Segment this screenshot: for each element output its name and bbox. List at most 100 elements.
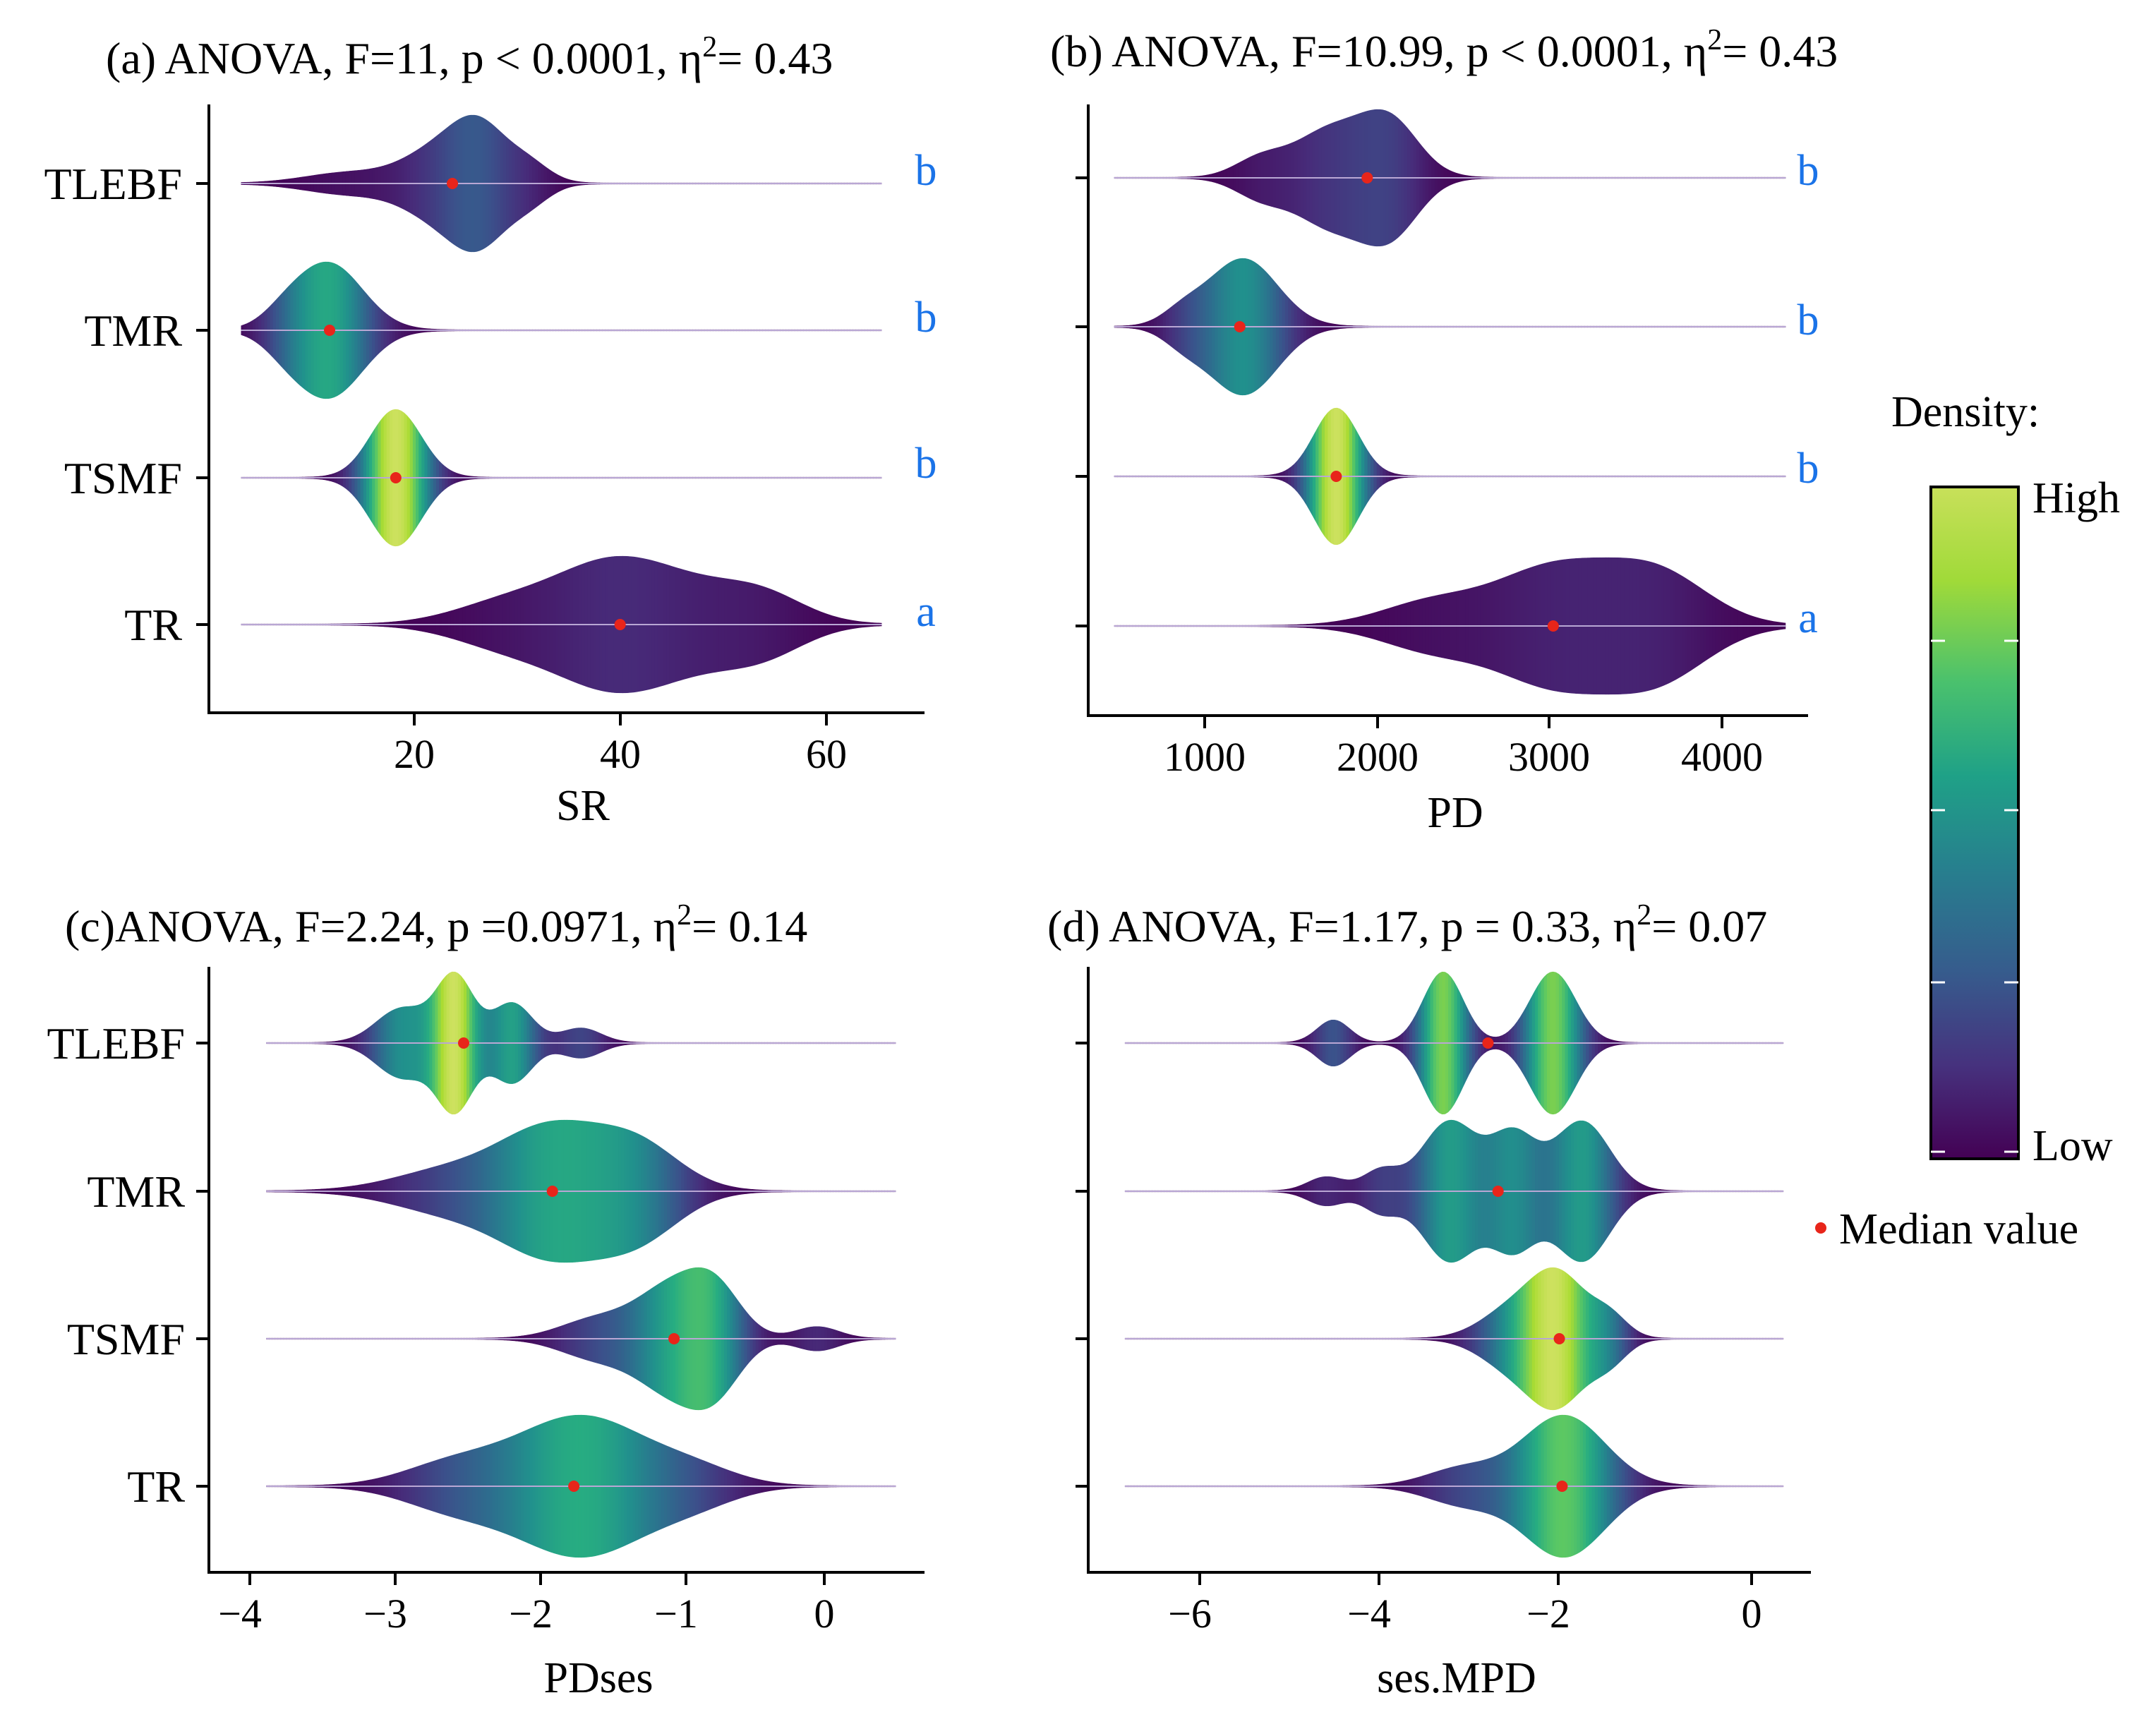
legend-median-label: Median value: [1839, 1205, 2078, 1253]
violin-tr: [239, 553, 884, 697]
panel-b-title: (b) ANOVA, F=10.99, p < 0.0001, η2= 0.43: [1050, 24, 1838, 76]
legend-title: Density:: [1891, 388, 2040, 436]
letter-tsmf: b: [915, 440, 937, 488]
violin-tsmf: [1123, 1264, 1785, 1414]
violin-tlebf: [239, 112, 884, 255]
panel-b-x-ticks: 1000 2000 3000 4000: [1164, 716, 1763, 780]
panel-d: (d) ANOVA, F=1.17, p = 0.33, η2= 0.07 −6…: [1047, 899, 1811, 1702]
violin-mask: [1112, 404, 1788, 548]
x-tick-label: −4: [218, 1591, 262, 1637]
x-tick-label: 60: [806, 731, 847, 777]
letter-tlebf: b: [915, 147, 937, 195]
violin-mask: [239, 406, 884, 550]
violin-mask: [1112, 554, 1788, 698]
median-point: [1330, 471, 1342, 482]
x-tick-label: 0: [814, 1591, 835, 1637]
median-point: [457, 1037, 469, 1049]
violin-tr: [1112, 554, 1788, 698]
violin-mask: [265, 1116, 898, 1266]
panel-b: (b) ANOVA, F=10.99, p < 0.0001, η2= 0.43…: [1050, 24, 1838, 837]
panel-d-violins: [1123, 968, 1785, 1561]
panel-c-title: (c)ANOVA, F=2.24, p =0.0971, η2= 0.14: [65, 899, 807, 951]
x-tick-label: −3: [363, 1591, 407, 1637]
violin-mask: [1112, 106, 1788, 250]
panel-c-y-ticks: [196, 1042, 209, 1488]
letter-tmr: b: [915, 294, 937, 342]
category-label-tmr: TMR: [87, 1167, 185, 1217]
median-point: [1482, 1037, 1494, 1049]
panel-a-x-ticks: 20 40 60: [394, 713, 847, 777]
violin-tr: [1123, 1411, 1785, 1561]
violin-tsmf: [239, 406, 884, 550]
legend-colorbar: [1929, 486, 2020, 1160]
median-point: [1553, 1333, 1565, 1344]
panel-c: (c)ANOVA, F=2.24, p =0.0971, η2= 0.14 TL…: [47, 899, 925, 1702]
density-legend: Density: High Low Median value: [1815, 388, 2120, 1253]
violin-mask: [1123, 968, 1785, 1118]
median-point: [568, 1481, 580, 1492]
letter-tr: a: [916, 588, 936, 636]
median-point: [546, 1186, 558, 1197]
violin-tsmf: [265, 1264, 898, 1414]
x-tick-label: 20: [394, 731, 435, 777]
panel-d-x-ticks: −6 −4 −2 0: [1168, 1572, 1762, 1637]
median-point: [668, 1333, 680, 1344]
median-point: [447, 178, 459, 189]
legend-low-label: Low: [2032, 1122, 2113, 1170]
legend-median-dot: [1815, 1222, 1826, 1234]
legend-high-label: High: [2032, 474, 2120, 522]
x-tick-label: −1: [654, 1591, 698, 1637]
median-point: [324, 325, 336, 336]
panel-c-x-ticks: −4 −3 −2 −1 0: [218, 1572, 835, 1637]
panel-a: (a) ANOVA, F=11, p < 0.0001, η2= 0.43 TL…: [44, 31, 937, 830]
letter-tmr: b: [1797, 296, 1819, 344]
x-tick-label: 2000: [1337, 734, 1419, 780]
x-tick-label: 1000: [1164, 734, 1246, 780]
x-tick-label: 0: [1742, 1591, 1762, 1637]
violin-mask: [239, 258, 884, 402]
violin-tmr: [1112, 255, 1788, 399]
panel-c-violins: [265, 968, 898, 1561]
panel-b-x-label: PD: [1427, 789, 1483, 837]
category-label-tlebf: TLEBF: [47, 1018, 185, 1068]
panel-b-y-ticks: [1076, 176, 1088, 627]
category-label-tsmf: TSMF: [67, 1314, 185, 1364]
x-tick-label: 40: [600, 731, 641, 777]
median-point: [1234, 321, 1246, 332]
violin-tlebf: [1112, 106, 1788, 250]
violin-mask: [265, 1411, 898, 1561]
panel-d-y-ticks: [1076, 1042, 1088, 1488]
category-label-tr: TR: [127, 1462, 185, 1512]
x-tick-label: 4000: [1681, 734, 1763, 780]
median-point: [1492, 1186, 1504, 1197]
category-label-tr: TR: [124, 600, 182, 650]
x-tick-label: −4: [1347, 1591, 1391, 1637]
letter-tsmf: b: [1797, 445, 1819, 493]
violin-tlebf: [265, 968, 898, 1118]
panel-c-x-label: PDses: [543, 1654, 653, 1702]
violin-tr: [265, 1411, 898, 1561]
violin-mask: [1123, 1116, 1785, 1266]
violin-tmr: [1123, 1116, 1785, 1266]
panel-a-y-ticks: [196, 182, 209, 626]
x-tick-label: −2: [509, 1591, 553, 1637]
panel-d-x-label: ses.MPD: [1377, 1654, 1536, 1702]
violin-mask: [265, 1264, 898, 1414]
panel-b-violins: [1112, 106, 1788, 698]
violin-tmr: [239, 258, 884, 402]
violin-tlebf: [1123, 968, 1785, 1118]
median-point: [614, 619, 626, 630]
violin-mask: [1123, 1411, 1785, 1561]
x-tick-label: −6: [1168, 1591, 1212, 1637]
violin-mask: [239, 112, 884, 255]
violin-mask: [1123, 1264, 1785, 1414]
panel-a-violins: [239, 112, 884, 697]
panel-d-title: (d) ANOVA, F=1.17, p = 0.33, η2= 0.07: [1047, 899, 1767, 951]
violin-tmr: [265, 1116, 898, 1266]
x-tick-label: 3000: [1508, 734, 1590, 780]
category-label-tsmf: TSMF: [64, 453, 182, 503]
median-point: [1547, 620, 1559, 632]
letter-tlebf: b: [1797, 147, 1819, 195]
median-point: [1361, 172, 1373, 183]
